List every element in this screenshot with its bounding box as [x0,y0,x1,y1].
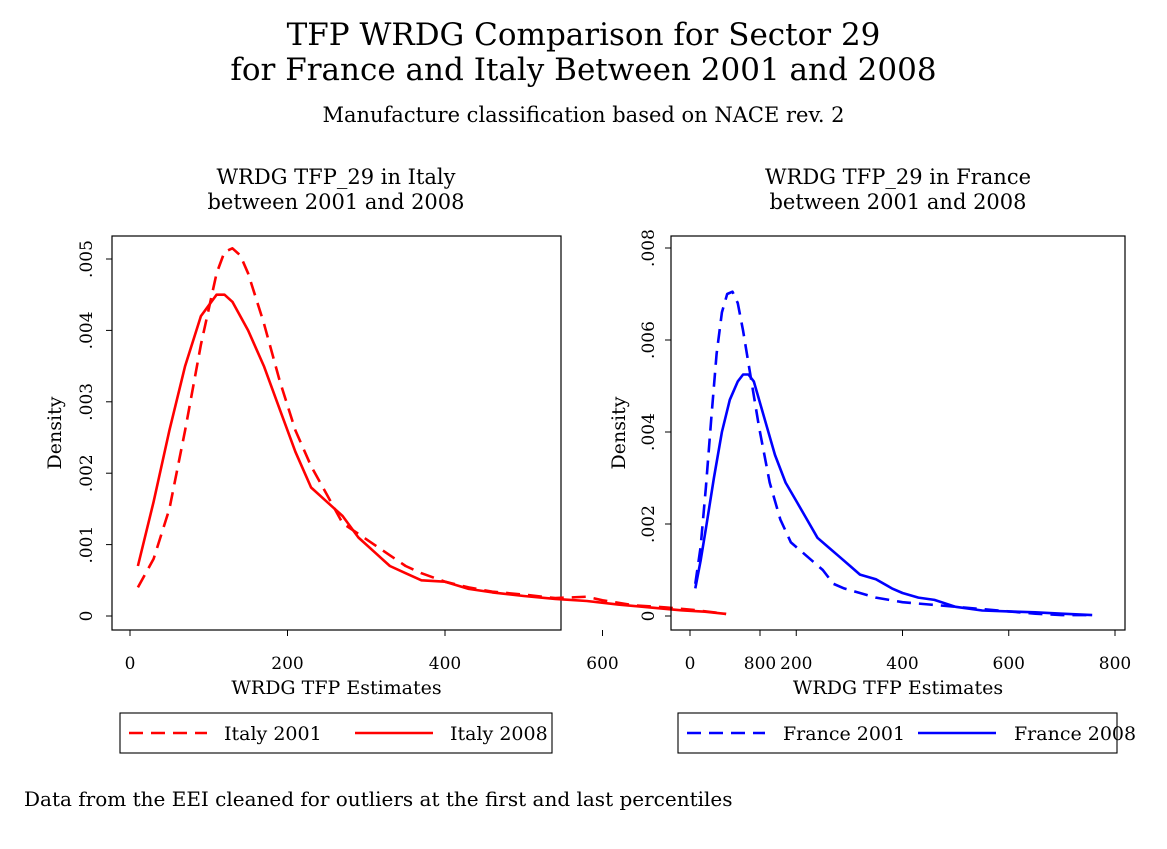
y-tick-label: .008 [639,229,659,267]
y-tick-label: .003 [77,383,97,421]
legend-box [677,712,1118,754]
panel-title-line: between 2001 and 2008 [207,190,464,214]
series-line-italy-2001 [136,247,727,616]
legend-box [119,712,553,754]
y-tick-label: 0 [639,611,659,622]
y-axis-label: Density [608,396,630,469]
chart-subtitle: Manufacture classification based on NACE… [322,103,845,127]
panel-title-line: between 2001 and 2008 [769,190,1026,214]
panel-title-line: WRDG TFP_29 in Italy [216,165,455,189]
main-title-line1: TFP WRDG Comparison for Sector 29 [286,17,881,53]
x-tick-label: 200 [780,654,812,674]
legend-label: France 2008 [1014,723,1136,745]
x-tick-label: 800 [1099,654,1131,674]
x-tick-label: 200 [271,654,303,674]
plot-frame [111,235,562,631]
data-note: Data from the EEI cleaned for outliers a… [24,787,733,811]
legend-label: Italy 2001 [224,723,322,745]
y-tick-label: .002 [639,505,659,543]
legend-label: France 2001 [783,723,905,745]
legend: Italy 2001 Italy 2008 [119,712,553,754]
y-tick-label: .002 [77,454,97,492]
y-axis-label: Density [44,396,66,469]
series-line-france-2001 [694,290,1093,617]
x-axis-label: WRDG TFP Estimates [793,677,1003,699]
x-tick-label: 400 [886,654,918,674]
y-tick-label: 0 [77,611,97,622]
legend-label: Italy 2008 [450,723,548,745]
legend: France 2001 France 2008 [677,712,1136,754]
x-tick-label: 0 [125,654,136,674]
y-tick-label: .006 [639,321,659,359]
y-tick-label: .001 [77,526,97,564]
series-line-italy-2008 [136,293,727,616]
x-axis-label: WRDG TFP Estimates [231,677,441,699]
x-tick-label: 800 [744,654,776,674]
panel-title-line: WRDG TFP_29 in France [765,165,1031,189]
x-tick-label: 600 [586,654,618,674]
y-tick-label: .005 [77,240,97,278]
y-tick-label: .004 [639,413,659,451]
x-tick-label: 0 [685,654,696,674]
plot-frame [670,235,1126,631]
chart-main-title: TFP WRDG Comparison for Sector 29 for Fr… [0,18,1167,88]
y-tick-label: .004 [77,311,97,349]
x-tick-label: 400 [429,654,461,674]
main-title-line2: for France and Italy Between 2001 and 20… [230,52,937,88]
series-line-france-2008 [694,373,1093,617]
x-tick-label: 600 [993,654,1025,674]
